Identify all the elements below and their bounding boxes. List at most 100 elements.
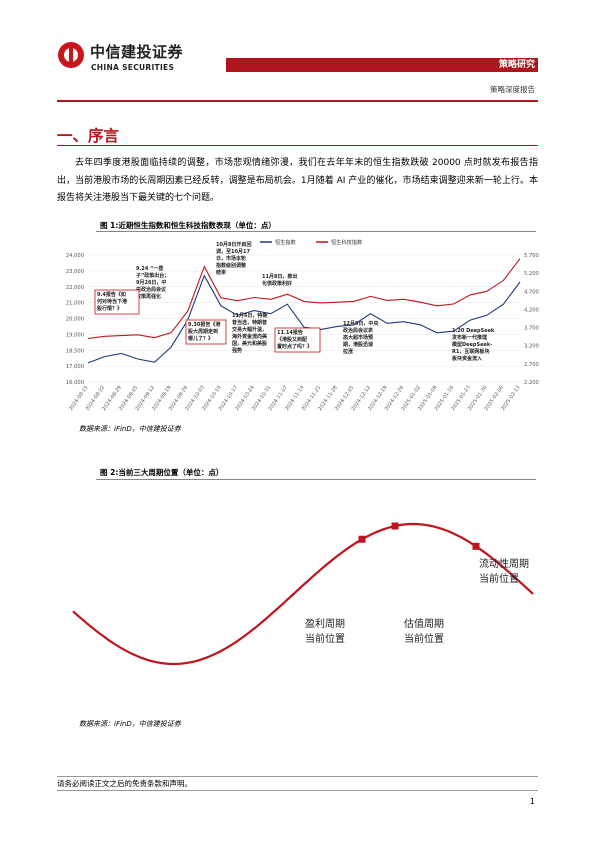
- series-line: [87, 274, 521, 364]
- svg-text:普当选，特朗普: 普当选，特朗普: [232, 319, 267, 326]
- svg-text:交易大幅升温，: 交易大幅升温，: [232, 326, 267, 333]
- section-divider: [57, 145, 538, 146]
- right-axis-ticks: 2,200 2,700 3,200 3,700 4,200 4,700 5,200 5,700: [524, 253, 539, 386]
- figure1-source: 数据来源：iFinD，中信建投证券: [79, 425, 181, 433]
- svg-text:11月8日，推出: 11月8日，推出: [262, 273, 297, 280]
- right-tick-label: 4,200: [524, 307, 539, 313]
- svg-text:日，市场本轮: 日，市场本轮: [216, 255, 246, 262]
- chart-series: [87, 258, 521, 364]
- left-tick-label: 17,000: [66, 364, 84, 370]
- svg-text:9.24 “一揽: 9.24 “一揽: [136, 265, 163, 272]
- svg-text:调，至10月17: 调，至10月17: [216, 248, 250, 255]
- svg-text:1.20 DeepSeek: 1.20 DeepSeek: [452, 328, 495, 334]
- right-tick-label: 5,200: [524, 271, 539, 277]
- figure1-chart: 16,000 17,000 18,500 19,000 20,000 21,000 22,0…: [66, 238, 539, 412]
- svg-text:11月6日，特朗: 11月6日，特朗: [232, 312, 267, 319]
- left-tick-label: 23,000: [66, 269, 84, 275]
- footer-divider: [57, 776, 538, 777]
- cycle-position: 当前位置: [305, 632, 345, 645]
- svg-text:指数级别调整: 指数级别调整: [216, 262, 247, 269]
- svg-text:何对待当下港: 何对待当下港: [97, 298, 128, 305]
- figure1-title: 图 1:近期恒生指数和恒生科技指数表现（单位：点）: [100, 221, 276, 230]
- cycle-name: 流动性周期: [479, 557, 529, 570]
- svg-text:哪儿了？》: 哪儿了？》: [188, 335, 213, 342]
- svg-text:子”政策出台；: 子”政策出台；: [136, 272, 169, 279]
- left-tick-label: 19,000: [66, 332, 84, 338]
- page-number: 1: [529, 797, 535, 806]
- figure2-source: 数据来源：iFinD，中信建投证券: [79, 720, 181, 728]
- brand-name-cn: 中信建投证券: [90, 43, 184, 61]
- left-tick-label: 18,500: [66, 348, 84, 354]
- chart-annotation: 1.20 DeepSeek发布新一代推理模型DeepSeek-R1，互联网板块板…: [451, 328, 495, 362]
- left-axis-ticks: 16,000 17,000 18,500 19,000 20,000 21,000 22,0…: [66, 253, 84, 386]
- figure1-rule: [96, 231, 536, 232]
- left-tick-label: 20,000: [66, 317, 84, 323]
- svg-text:模型DeepSeek-: 模型DeepSeek-: [452, 341, 492, 348]
- svg-text:9月26日，中: 9月26日，中: [136, 279, 166, 286]
- svg-text:央政治局会议: 央政治局会议: [136, 286, 167, 293]
- left-tick-label: 24,000: [66, 253, 84, 259]
- svg-text:置时点了吗？》: 置时点了吗？》: [277, 343, 312, 350]
- footer-disclaimer: 请务必阅读正文之后的免责条款和声明。: [57, 779, 192, 788]
- right-tick-label: 3,200: [524, 344, 539, 350]
- right-tick-label: 5,700: [524, 253, 539, 259]
- svg-text:发布新一代推理: 发布新一代推理: [451, 334, 487, 341]
- right-tick-label: 3,700: [524, 326, 539, 332]
- svg-text:政策再强化: 政策再强化: [136, 293, 161, 300]
- header-bar: [226, 58, 538, 72]
- legend-label: 恒生指数: [275, 238, 297, 246]
- report-category: 策略研究: [498, 60, 535, 70]
- citic-logo-icon: [58, 42, 84, 68]
- left-tick-label: 21,000: [66, 301, 84, 307]
- svg-text:结束: 结束: [216, 269, 227, 276]
- svg-text:11.14报告: 11.14报告: [277, 329, 303, 336]
- cycle-position: 当前位置: [479, 572, 519, 585]
- svg-text:9.30报告《港: 9.30报告《港: [188, 321, 221, 328]
- svg-text:9.4报告《如: 9.4报告《如: [97, 291, 126, 298]
- right-tick-label: 4,700: [524, 289, 539, 295]
- svg-text:10月8日开启回: 10月8日开启回: [216, 241, 251, 248]
- figure2-rule: [96, 479, 536, 480]
- cycle-position: 当前位置: [404, 632, 444, 645]
- chart-legend: 恒生指数 恒生科技指数: [260, 238, 363, 246]
- svg-text:R1，互联网板块: R1，互联网板块: [452, 348, 490, 355]
- cycle-name: 盈利周期: [305, 618, 345, 630]
- chart-grid: [88, 254, 520, 383]
- footer-divider-bottom: [57, 790, 538, 791]
- svg-text:政治局会议表: 政治局会议表: [343, 327, 374, 334]
- figure2-title: 图 2:当前三大周期位置（单位：点）: [100, 468, 224, 477]
- svg-text:态大超市场预: 态大超市场预: [343, 334, 373, 341]
- svg-text:12月9日，中央: 12月9日，中央: [343, 320, 379, 327]
- right-tick-label: 2,700: [524, 362, 539, 368]
- brand-name-en: CHINA SECURITIES: [91, 63, 175, 72]
- left-tick-label: 16,000: [66, 380, 84, 386]
- svg-text:国，美元和美股: 国，美元和美股: [232, 340, 268, 347]
- svg-text:板块资金流入: 板块资金流入: [452, 355, 482, 362]
- x-axis-ticks: 2024-08-152024-08-222024-08-292024-09-05…: [68, 385, 522, 412]
- svg-text:股行情？》: 股行情？》: [97, 305, 122, 312]
- left-tick-label: 22,000: [66, 285, 84, 291]
- cycle-name: 估值周期: [404, 617, 444, 630]
- svg-text:《港股又到配: 《港股又到配: [277, 336, 307, 343]
- header-divider: [57, 100, 538, 102]
- svg-text:股大周期走到: 股大周期走到: [188, 328, 218, 335]
- svg-text:海外资金流向美: 海外资金流向美: [232, 333, 268, 340]
- section-title: 一、序言: [57, 127, 120, 145]
- legend-label: 恒生科技指数: [331, 238, 363, 246]
- report-type: 策略深度报告: [490, 85, 535, 94]
- svg-text:期，港股迅速: 期，港股迅速: [342, 341, 373, 348]
- series-line: [87, 258, 521, 340]
